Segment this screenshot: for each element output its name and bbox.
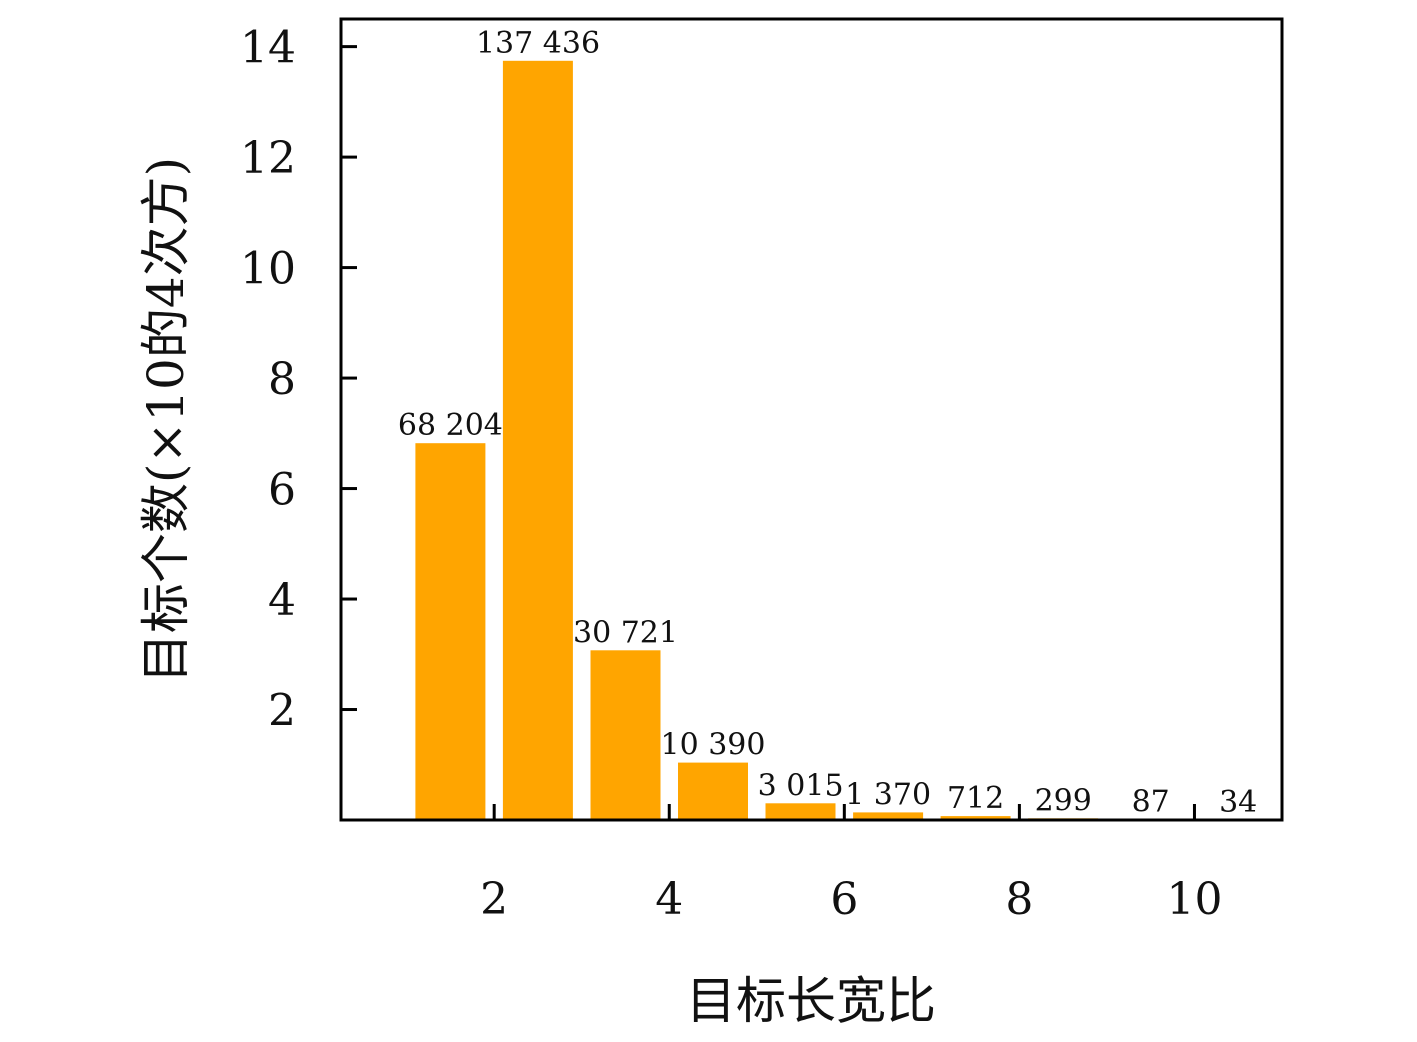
data-label: 1 370 <box>845 777 931 812</box>
data-label: 137 436 <box>476 26 600 61</box>
y-tick-label: 12 <box>240 133 296 184</box>
data-label: 3 015 <box>758 768 844 803</box>
x-tick-label: 6 <box>830 874 858 925</box>
y-tick-label: 14 <box>240 23 296 74</box>
x-tick-label: 2 <box>480 874 508 925</box>
y-tick-label: 2 <box>268 686 296 737</box>
bars-group <box>415 60 1274 821</box>
bar <box>765 803 836 820</box>
y-tick-label: 4 <box>268 575 296 626</box>
y-axis-title: 目标个数(×10的4次方) <box>137 157 195 683</box>
data-labels-group: 68 204 137 436 30 721 10 390 3 015 1 370 712 29… <box>398 26 1257 820</box>
x-tick-label: 10 <box>1166 874 1222 925</box>
bar <box>502 60 573 821</box>
bar <box>415 443 486 820</box>
y-tick-label: 8 <box>268 354 296 405</box>
data-label: 87 <box>1132 785 1170 820</box>
y-tick-label: 10 <box>240 244 296 295</box>
data-label: 10 390 <box>661 728 766 763</box>
data-label: 30 721 <box>573 615 678 650</box>
ticks-group: 2 4 6 8 10 2 4 6 8 10 12 14 <box>240 23 1222 925</box>
x-tick-label: 4 <box>655 874 683 925</box>
x-tick-label: 8 <box>1005 874 1033 925</box>
bar <box>940 816 1011 820</box>
x-axis-title: 目标长宽比 <box>686 972 936 1030</box>
data-label: 712 <box>947 781 1004 816</box>
plot-frame <box>339 17 1284 822</box>
data-label: 68 204 <box>398 408 503 443</box>
data-label: 34 <box>1219 785 1257 820</box>
bar <box>678 762 748 820</box>
bar <box>853 812 924 820</box>
data-label: 299 <box>1035 783 1092 818</box>
y-tick-label: 6 <box>268 465 296 516</box>
bar <box>590 650 661 820</box>
